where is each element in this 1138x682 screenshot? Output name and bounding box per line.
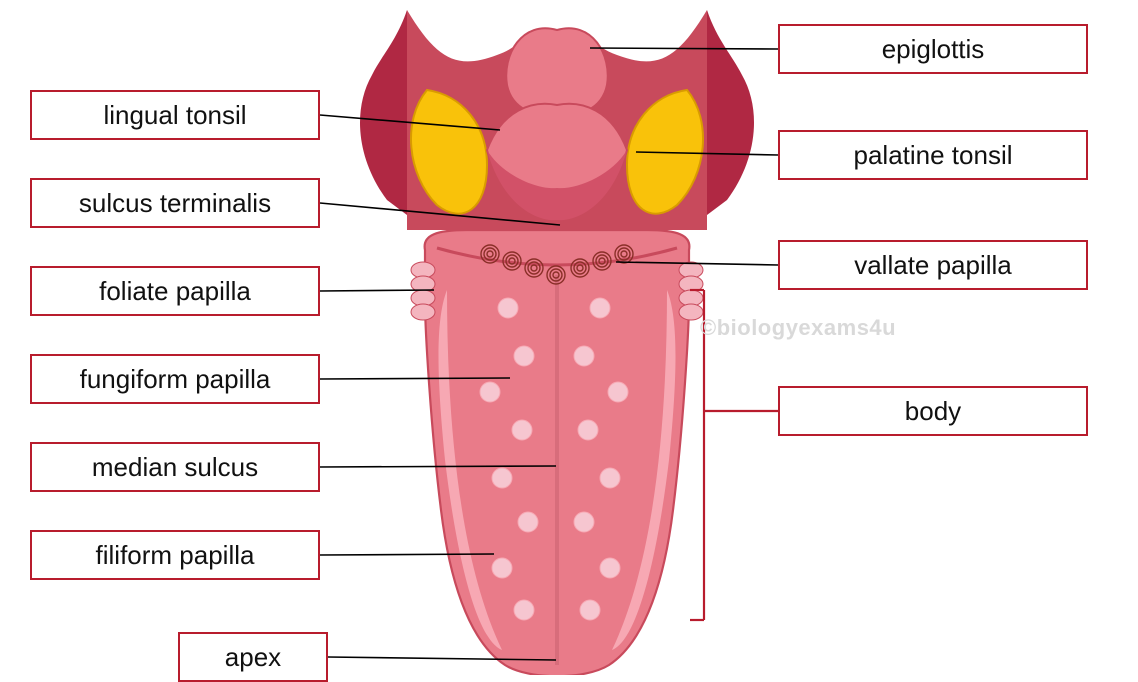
label-filiform-papilla: filiform papilla xyxy=(30,530,320,580)
label-sulcus-terminalis: sulcus terminalis xyxy=(30,178,320,228)
tongue-diagram: ©biologyexams4u lingual tonsil sulcus ter… xyxy=(0,0,1138,675)
watermark: ©biologyexams4u xyxy=(700,315,896,341)
label-lingual-tonsil: lingual tonsil xyxy=(30,90,320,140)
label-body: body xyxy=(778,386,1088,436)
label-median-sulcus: median sulcus xyxy=(30,442,320,492)
label-epiglottis: epiglottis xyxy=(778,24,1088,74)
label-fungiform-papilla: fungiform papilla xyxy=(30,354,320,404)
label-vallate-papilla: vallate papilla xyxy=(778,240,1088,290)
label-foliate-papilla: foliate papilla xyxy=(30,266,320,316)
label-palatine-tonsil: palatine tonsil xyxy=(778,130,1088,180)
